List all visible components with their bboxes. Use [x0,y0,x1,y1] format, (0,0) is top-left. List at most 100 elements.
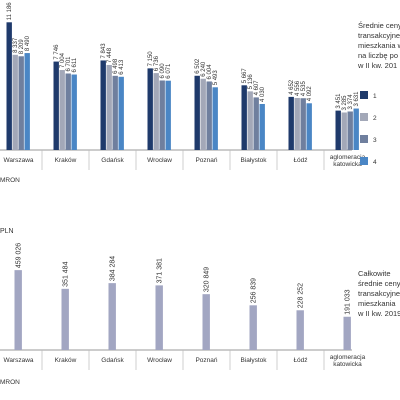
chart-title: Średnie ceny [358,21,400,30]
legend-swatch [360,135,368,143]
bar [155,285,163,350]
legend-swatch [360,113,368,121]
chart-title: na liczbę po [358,51,398,60]
bar [112,75,118,150]
bar [59,70,65,150]
x-tick-label: Białystok [240,157,267,164]
bar [306,103,312,150]
legend-swatch [360,91,368,99]
data-label: 6 498 [113,58,119,74]
data-label: 3 374 [348,94,354,110]
x-tick-label: Warszawa [3,157,33,164]
bar [153,73,159,150]
x-tick-label-line: aglomeracja [330,354,366,361]
bar [288,96,294,150]
data-label: 4 030 [260,86,266,102]
bar [165,80,171,150]
data-label: 6 611 [72,57,78,72]
bar [108,283,116,350]
data-label: 8 490 [25,35,31,51]
data-label: 7 746 [54,44,60,60]
data-label: 320 849 [203,267,210,292]
bar [341,112,347,150]
legend-label: 1 [373,93,377,100]
data-label: 6 004 [207,64,213,80]
bar [294,97,300,150]
bar [247,91,253,150]
data-label: 7 150 [148,51,154,67]
y-axis-label: PLN [0,228,14,235]
x-tick-label: Warszawa [3,357,33,364]
bar [241,85,247,150]
x-tick-label: Poznań [195,357,217,364]
data-label: 5 136 [248,74,254,90]
bar [194,75,200,150]
data-label: 8 337 [13,37,19,53]
bar [300,98,306,150]
bar [71,74,77,150]
data-label: 7 004 [60,52,66,68]
x-tick-label: Wrocław [147,157,172,164]
data-label: 228 252 [297,283,304,308]
legend-label: 4 [373,159,377,166]
bar [147,68,153,150]
data-label: 3 451 [336,93,342,109]
data-label: 6 413 [119,59,125,75]
data-label: 5 493 [213,70,219,86]
chart-title: średnie ceny [358,279,400,288]
bar [61,288,69,350]
chart-title: transakcyjne [358,31,400,40]
bar [14,270,22,350]
chart-title: Całkowite [358,269,391,278]
bar [18,56,24,151]
data-label: 6 701 [66,56,72,72]
chart-title: mieszkania [358,299,396,308]
data-label: 5 667 [242,68,248,84]
x-tick-label-line: aglomeracja [330,154,366,161]
data-label: 256 839 [250,278,257,303]
data-label: 3 631 [354,91,360,107]
chart-title: mieszkania w [358,41,400,50]
data-label: 4 607 [254,80,260,96]
bar [249,305,257,350]
bar [343,316,351,350]
data-label: 8 209 [19,39,25,55]
x-tick-label-line: katowicka [333,161,362,168]
legend-label: 2 [373,115,377,122]
bar [206,81,212,150]
source: MRON [0,177,20,184]
data-label: 351 484 [62,261,69,286]
bar [24,53,30,151]
bar [212,87,218,150]
legend-label: 3 [373,137,377,144]
bar [12,54,18,151]
x-tick-label: Gdańsk [101,357,124,364]
bar [106,64,112,150]
data-label: 459 026 [15,243,22,268]
data-label: 6 502 [195,58,201,74]
data-label: 191 033 [344,289,351,314]
bar [159,80,165,150]
data-label: 371 381 [156,258,163,283]
x-tick-label: Poznań [195,157,217,164]
bar [65,73,71,150]
data-label: 4 535 [301,81,307,97]
source: MRON [0,379,20,386]
data-label: 11 186 [7,2,13,21]
data-label: 6 090 [160,63,166,79]
bar [335,110,341,150]
bar [347,111,353,150]
x-tick-label-line: katowicka [333,361,362,368]
data-label: 6 736 [154,55,160,71]
chart-title: transakcyjne [358,289,400,298]
chart-title: w II kw. 2019 [357,309,400,318]
bar [296,310,304,350]
chart-title: w II kw. 201 [357,61,397,70]
data-label: 3 285 [342,95,348,111]
bar [202,294,210,350]
bar [253,97,259,150]
data-label: 4 556 [295,80,301,96]
data-label: 384 284 [109,256,116,281]
x-tick-label: Gdańsk [101,157,124,164]
